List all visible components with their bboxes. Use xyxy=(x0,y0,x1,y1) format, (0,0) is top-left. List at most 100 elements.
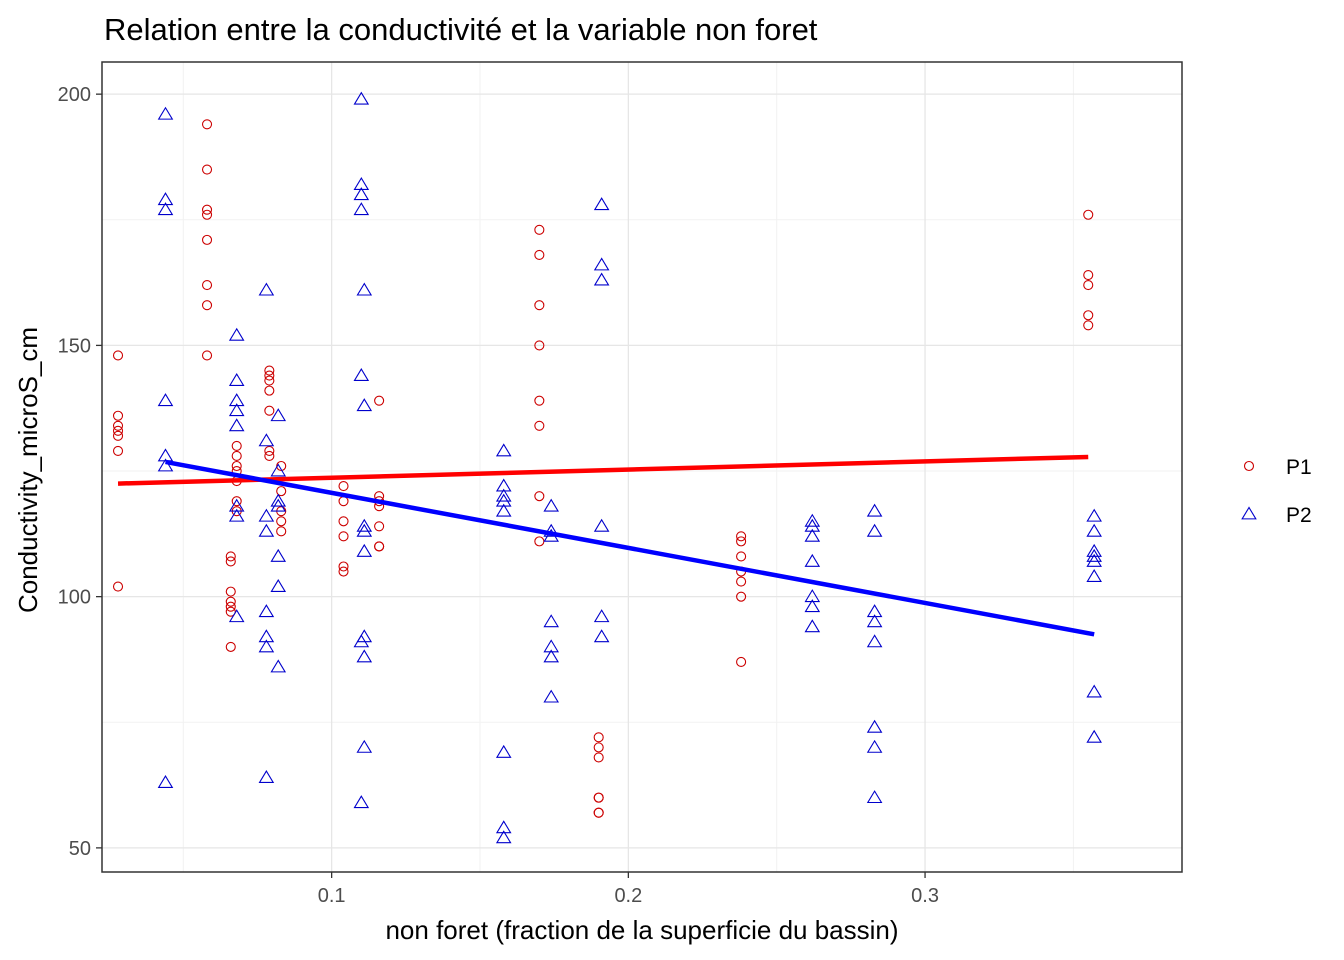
data-point xyxy=(495,478,512,492)
data-point xyxy=(270,498,287,512)
data-point xyxy=(804,518,821,532)
legend-key-p2 xyxy=(1241,506,1257,520)
legend: P1 P2 xyxy=(1241,456,1312,527)
data-point xyxy=(593,257,610,271)
data-point xyxy=(225,556,236,567)
data-point xyxy=(804,513,821,527)
axes: 0.1 0.2 0.3 50 100 150 200 xyxy=(58,84,939,907)
data-point xyxy=(338,481,349,492)
data-point xyxy=(534,340,545,351)
data-point xyxy=(736,531,747,542)
data-point xyxy=(228,403,245,417)
data-point xyxy=(1086,508,1102,522)
data-point xyxy=(264,365,275,376)
data-point xyxy=(1086,568,1102,582)
data-point xyxy=(374,395,385,406)
trend-line-p1 xyxy=(117,454,1089,486)
legend-label-p1: P1 xyxy=(1286,456,1312,479)
data-point xyxy=(593,518,610,532)
data-point xyxy=(112,445,124,456)
data-point xyxy=(258,433,275,447)
data-point xyxy=(270,659,287,673)
data-point xyxy=(736,591,747,602)
data-point xyxy=(228,373,245,386)
data-point xyxy=(866,634,883,648)
data-point xyxy=(264,405,275,416)
data-point xyxy=(356,543,373,557)
data-point xyxy=(270,493,287,507)
data-point xyxy=(264,385,275,396)
data-point xyxy=(201,209,213,220)
data-point xyxy=(593,609,610,623)
data-point xyxy=(353,202,370,216)
data-point xyxy=(804,599,821,613)
data-point xyxy=(866,790,883,804)
data-point xyxy=(736,551,747,562)
data-point xyxy=(866,719,883,733)
data-point xyxy=(270,408,287,422)
data-point xyxy=(228,498,245,512)
data-point xyxy=(736,656,747,668)
data-point xyxy=(593,742,604,753)
legend-key-p1 xyxy=(1243,460,1255,472)
data-point xyxy=(270,463,287,477)
data-point xyxy=(231,460,242,472)
data-point xyxy=(112,350,124,361)
trend-lines xyxy=(117,454,1095,637)
data-point xyxy=(270,548,287,562)
data-point xyxy=(353,367,370,381)
data-point xyxy=(264,370,275,381)
data-point xyxy=(157,774,174,788)
series-p1 xyxy=(112,119,1094,818)
data-point xyxy=(201,350,213,361)
chart-title: Relation entre la conductivité et la var… xyxy=(104,12,818,47)
data-point xyxy=(1086,548,1102,562)
data-point xyxy=(1083,270,1094,281)
data-point xyxy=(231,496,242,507)
data-point xyxy=(593,807,604,818)
data-point xyxy=(534,300,545,311)
data-point xyxy=(495,443,512,457)
data-point xyxy=(534,249,545,261)
data-point xyxy=(201,204,213,215)
data-point xyxy=(353,91,370,105)
data-point xyxy=(228,327,245,341)
data-point xyxy=(258,769,275,783)
data-point xyxy=(804,589,821,603)
data-point xyxy=(1086,543,1102,557)
data-point xyxy=(534,491,545,502)
data-point xyxy=(593,752,604,763)
data-point xyxy=(534,420,545,431)
data-point xyxy=(258,639,275,653)
data-point xyxy=(804,553,821,567)
data-point xyxy=(866,739,883,753)
data-point xyxy=(356,282,373,296)
data-point xyxy=(1083,280,1094,291)
data-point xyxy=(495,820,512,834)
data-point xyxy=(736,536,747,547)
data-point xyxy=(356,518,373,532)
data-point xyxy=(374,541,385,552)
x-tick-label: 0.1 xyxy=(318,885,346,907)
data-point xyxy=(264,445,275,456)
data-point xyxy=(736,576,747,587)
data-point xyxy=(157,106,174,120)
data-point xyxy=(112,425,124,436)
data-point xyxy=(866,604,883,618)
data-point xyxy=(543,639,560,653)
data-point xyxy=(543,498,560,512)
data-point xyxy=(543,689,560,703)
data-point xyxy=(231,450,242,461)
data-point xyxy=(804,619,821,633)
data-point xyxy=(338,566,349,577)
data-point xyxy=(1083,209,1094,220)
data-point xyxy=(225,596,236,607)
data-point xyxy=(495,488,512,502)
data-point xyxy=(338,531,349,542)
data-point xyxy=(593,272,610,286)
data-point xyxy=(258,523,275,537)
data-point xyxy=(157,458,174,472)
data-point xyxy=(543,523,560,537)
data-point xyxy=(270,579,287,593)
data-point xyxy=(225,641,236,652)
